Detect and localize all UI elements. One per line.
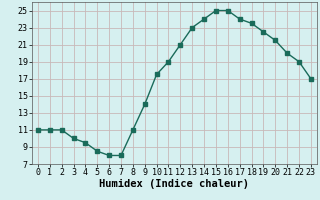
- X-axis label: Humidex (Indice chaleur): Humidex (Indice chaleur): [100, 179, 249, 189]
